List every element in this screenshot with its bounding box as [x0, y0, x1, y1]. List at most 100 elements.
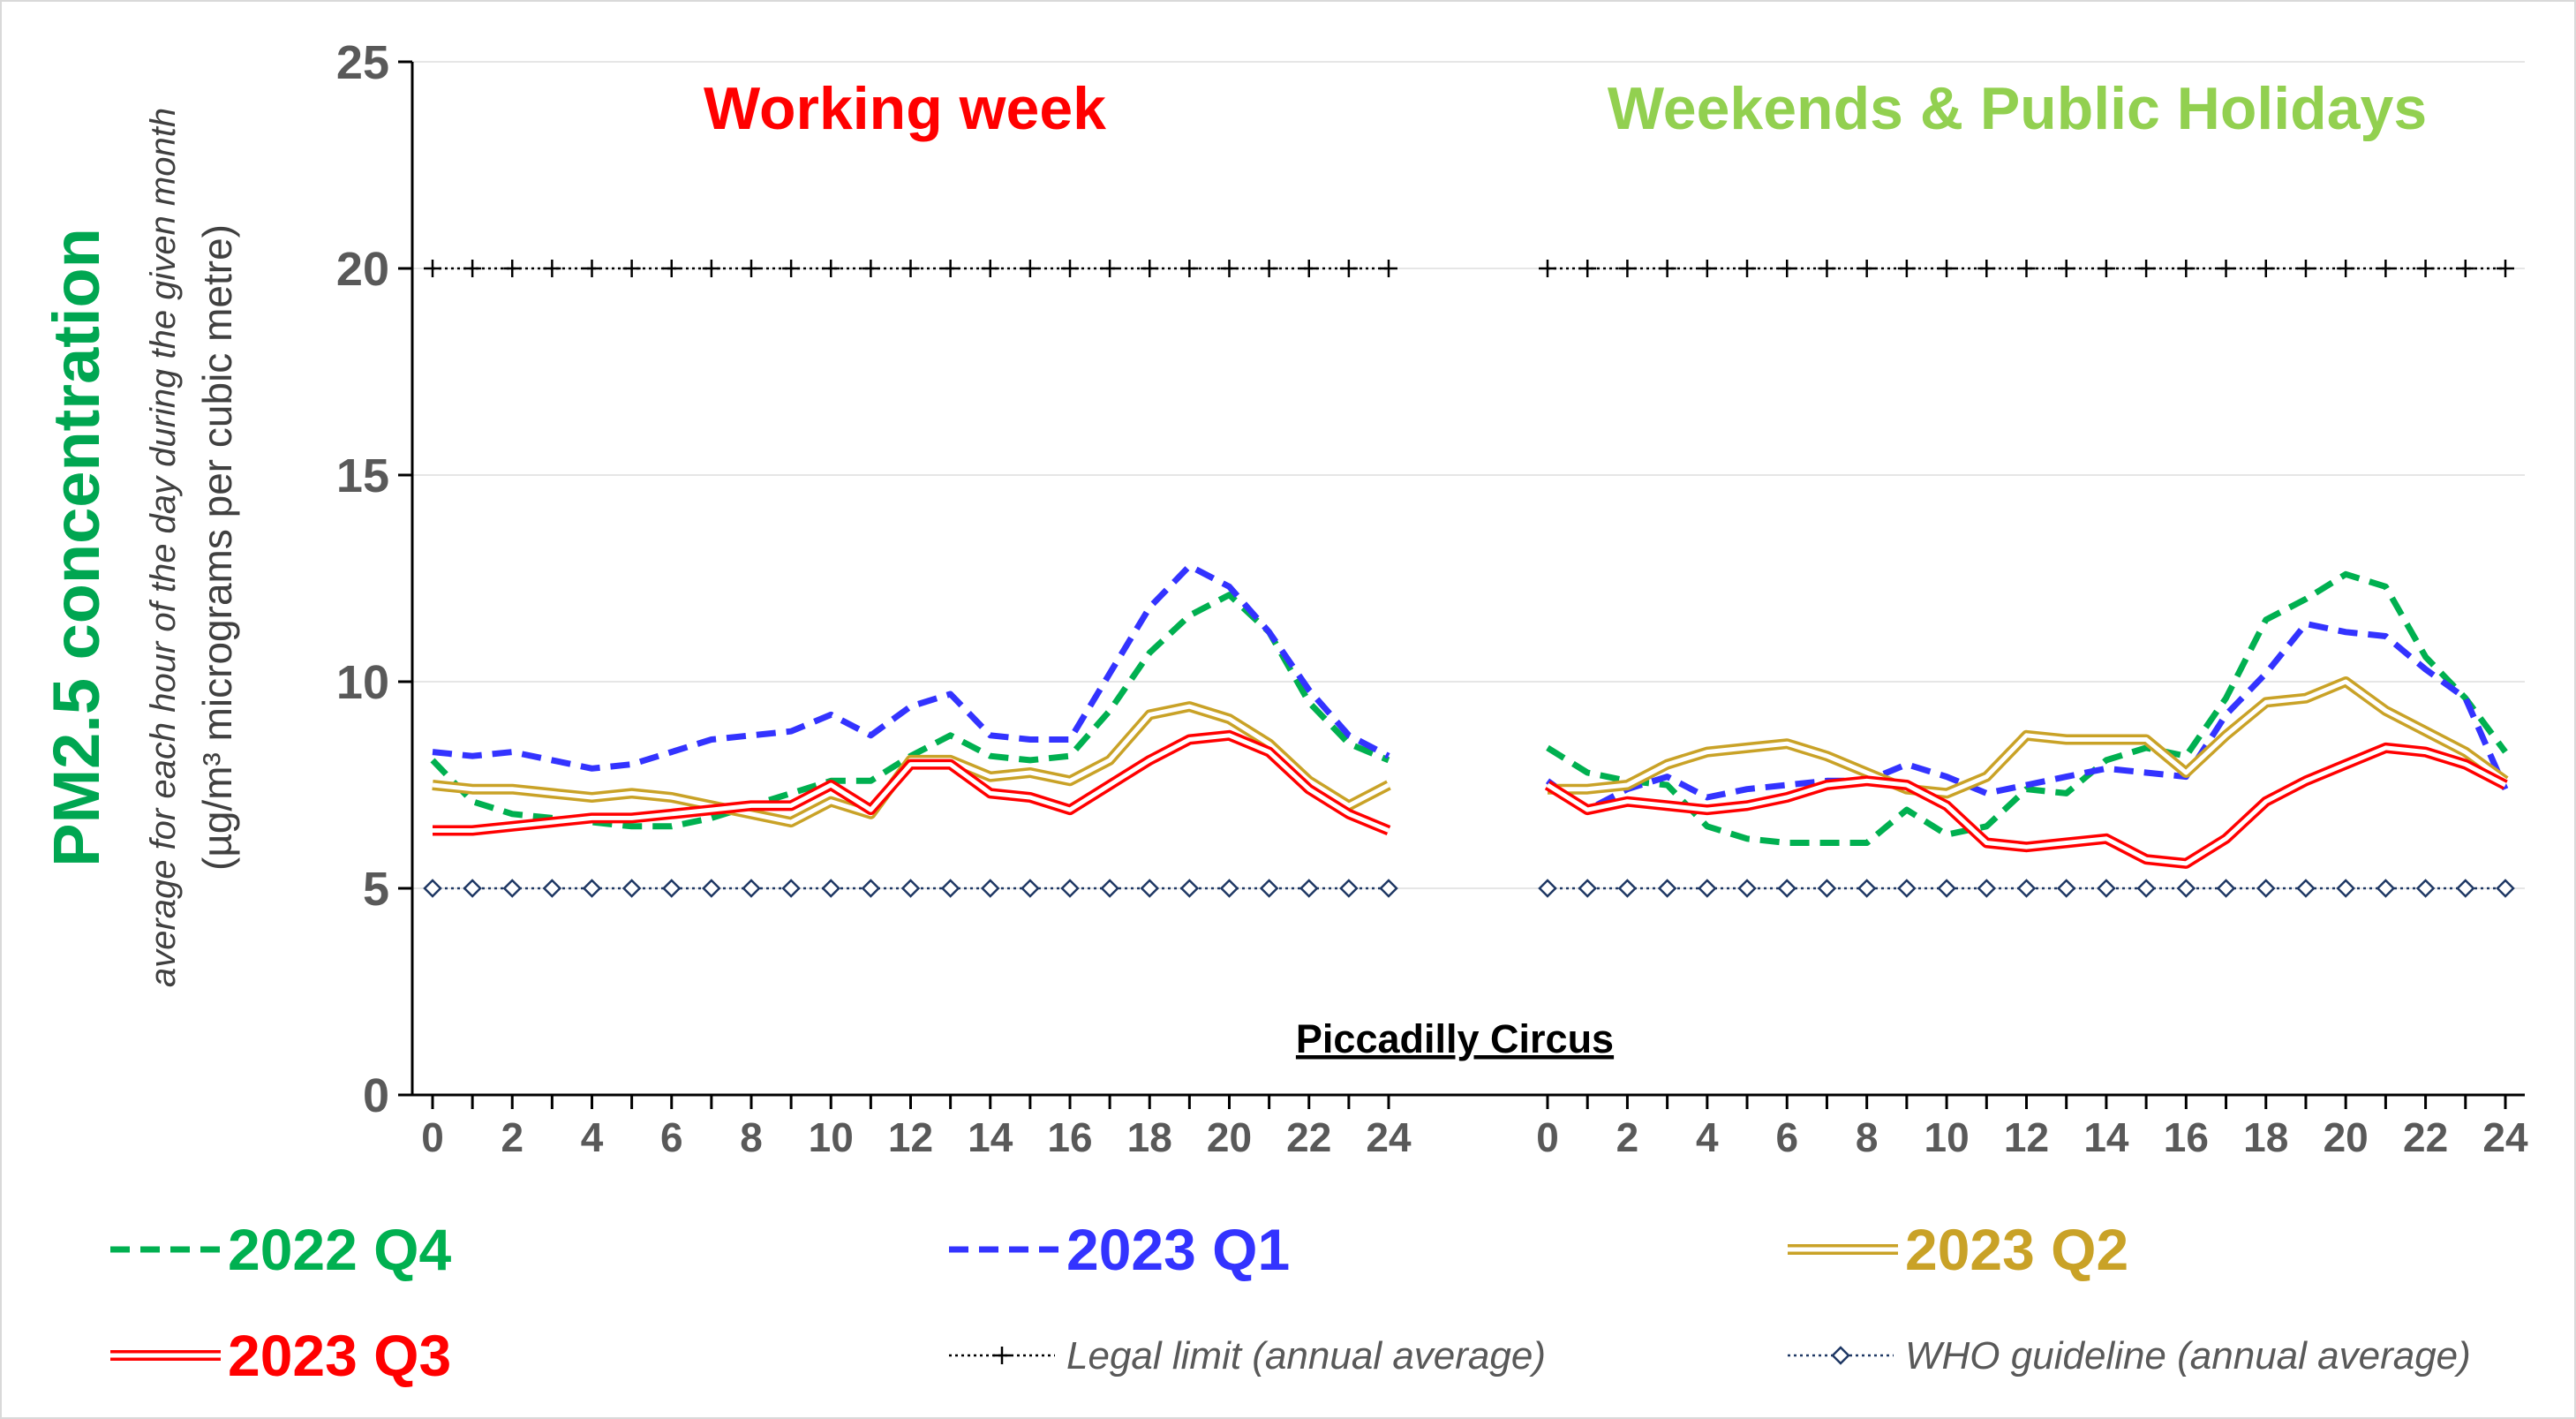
- ref-marker-diamond: [2336, 879, 2355, 898]
- x-tick-label: 8: [740, 1114, 763, 1160]
- ref-marker-diamond: [702, 879, 721, 898]
- reference-lines: [423, 260, 2515, 898]
- ref-marker-diamond: [661, 879, 682, 898]
- ref-marker-diamond: [1219, 879, 1239, 898]
- ref-marker-diamond: [2456, 879, 2475, 898]
- x-tick-label: 2: [501, 1114, 523, 1160]
- y-tick-label: 25: [336, 36, 389, 89]
- y-axis-subtitle: average for each hour of the day during …: [144, 108, 183, 987]
- x-tick-label: 4: [1696, 1114, 1719, 1160]
- ref-marker-diamond: [1857, 879, 1877, 898]
- ref-marker-diamond: [1777, 879, 1797, 898]
- legend-label: WHO guideline (annual average): [1905, 1334, 2471, 1377]
- x-tick-label: 14: [2083, 1114, 2129, 1160]
- ref-marker-diamond: [1657, 879, 1677, 898]
- ref-marker-diamond: [821, 879, 841, 898]
- ref-marker-diamond: [940, 879, 960, 898]
- x-tick-label: 24: [2482, 1114, 2528, 1160]
- x-tick-label: 6: [1775, 1114, 1798, 1160]
- ref-marker-diamond: [2496, 879, 2515, 898]
- ref-marker-diamond: [463, 879, 482, 898]
- ref-marker-diamond: [1021, 879, 1040, 898]
- ref-marker-diamond: [2176, 879, 2196, 898]
- x-tick-label: 24: [1366, 1114, 1412, 1160]
- x-tick-label: 6: [660, 1114, 683, 1160]
- ref-marker-diamond: [2136, 879, 2156, 898]
- ref-marker-diamond: [2376, 879, 2396, 898]
- y-axis-title-group: PM2.5 concentration: [40, 228, 113, 867]
- ref-marker-diamond: [2415, 879, 2436, 898]
- x-tick-label: 10: [1924, 1114, 1969, 1160]
- ref-marker-diamond: [2097, 879, 2116, 898]
- y-tick-label: 5: [363, 863, 389, 916]
- ref-marker-diamond: [621, 879, 642, 898]
- panel-title-weekends: Weekends & Public Holidays: [1608, 75, 2427, 142]
- ref-marker-diamond: [1817, 879, 1837, 898]
- ref-marker-diamond: [1831, 1346, 1850, 1365]
- ref-marker-diamond: [1299, 879, 1319, 898]
- ref-marker-diamond: [2016, 879, 2037, 898]
- series-line-working-2023-q3-inner: [433, 733, 1390, 833]
- y-axis-title: PM2.5 concentration: [40, 228, 113, 867]
- series-line-working-2023-q1: [432, 562, 1390, 772]
- ref-marker-diamond: [1977, 879, 1997, 898]
- x-tick-label: 22: [2403, 1114, 2448, 1160]
- ref-marker-diamond: [1060, 879, 1080, 898]
- ref-marker-diamond: [2296, 879, 2316, 898]
- x-axis: 0 2 4 6 8 10 12 14 16 18 20 22 24 0 2 4 6 8 10 12 14 16 18 20 22…: [412, 1093, 2528, 1160]
- x-tick-label: 0: [1536, 1114, 1559, 1160]
- ref-marker-diamond: [980, 879, 1000, 898]
- legend-label: 2023 Q2: [1905, 1217, 2128, 1282]
- x-tick-label: 4: [581, 1114, 604, 1160]
- x-tick-label: 2: [1616, 1114, 1639, 1160]
- legend-label: Legal limit (annual average): [1066, 1334, 1546, 1377]
- ref-marker-diamond: [423, 879, 442, 898]
- ref-marker-diamond: [1538, 879, 1557, 898]
- ref-marker-diamond: [1179, 879, 1200, 898]
- ref-marker-diamond: [502, 879, 523, 898]
- ref-marker-diamond: [781, 879, 801, 898]
- x-tick-label: 20: [2324, 1114, 2369, 1160]
- x-tick-label: 18: [1127, 1114, 1172, 1160]
- y-tick-label: 0: [363, 1069, 389, 1122]
- ref-marker-diamond: [1897, 879, 1917, 898]
- ref-marker-diamond: [1937, 879, 1956, 898]
- series-line-weekend-2023-q1: [1545, 621, 2509, 813]
- legend-label: 2023 Q3: [228, 1323, 451, 1388]
- y-tick-label: 20: [336, 243, 389, 296]
- ref-marker-diamond: [900, 879, 921, 898]
- series-line-weekend-2023-q2-inner: [1548, 679, 2507, 796]
- x-tick-label: 22: [1286, 1114, 1331, 1160]
- ref-marker-diamond: [1259, 879, 1279, 898]
- ref-marker-diamond: [2056, 879, 2076, 898]
- series-line-weekend-2023-q3-inner: [1546, 745, 2507, 866]
- ref-marker-diamond: [1698, 879, 1717, 898]
- ref-marker-diamond: [742, 879, 761, 898]
- ref-marker-diamond: [1140, 879, 1160, 898]
- location-label: Piccadilly Circus: [1296, 1016, 1614, 1061]
- legend: 2022 Q4 2023 Q1 2023 Q2 2023 Q3 Legal limit …: [110, 1217, 2471, 1388]
- ref-marker-diamond: [861, 879, 881, 898]
- legend-label: 2023 Q1: [1066, 1217, 1290, 1282]
- ref-marker-diamond: [1339, 879, 1359, 898]
- y-axis-units: (µg/m³ micrograms per cubic metre): [194, 224, 240, 871]
- ref-marker-diamond: [1617, 879, 1638, 898]
- ref-marker-diamond: [1737, 879, 1757, 898]
- y-tick-label: 10: [336, 656, 389, 709]
- x-tick-label: 16: [2164, 1114, 2209, 1160]
- y-tick-label: 15: [336, 449, 389, 502]
- x-tick-label: 14: [968, 1114, 1013, 1160]
- x-tick-label: 18: [2243, 1114, 2288, 1160]
- x-tick-label: 16: [1047, 1114, 1092, 1160]
- x-tick-label: 12: [2004, 1114, 2049, 1160]
- x-tick-label: 20: [1207, 1114, 1252, 1160]
- y-axis-units-group: (µg/m³ micrograms per cubic metre): [194, 224, 240, 871]
- ref-marker-diamond: [582, 879, 602, 898]
- y-axis: 0 5 10 15 20 25: [336, 36, 414, 1122]
- legend-label: 2022 Q4: [228, 1217, 451, 1282]
- x-tick-label: 12: [888, 1114, 933, 1160]
- ref-marker-diamond: [2256, 879, 2276, 898]
- panel-title-working-week: Working week: [704, 75, 1106, 142]
